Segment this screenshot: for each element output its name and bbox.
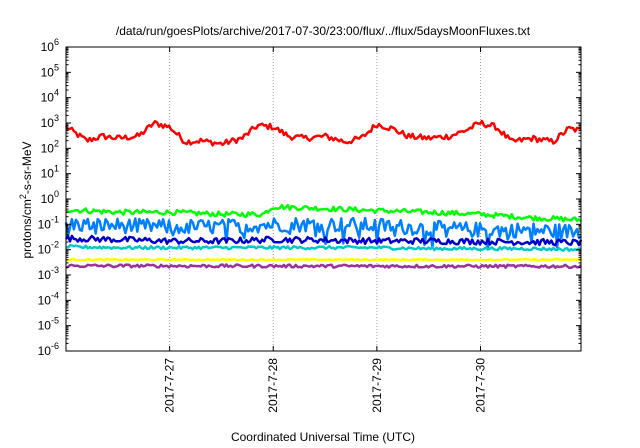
y-tick-label: 104 (41, 88, 59, 105)
series-layer (64, 119, 583, 270)
grid (169, 47, 481, 351)
y-tick-label: 101 (41, 164, 59, 181)
y-tick-label: 10-4 (38, 290, 59, 307)
y-axis-label: protons/cm2-s-sr-MeV (18, 141, 34, 258)
x-tick-label: 2017-7-27 (163, 358, 177, 413)
x-axis-label: Coordinated Universal Time (UTC) (231, 430, 415, 444)
y-tick-label: 10-5 (38, 316, 59, 333)
y-tick-label: 10-3 (38, 265, 59, 282)
x-tick-label: 2017-7-29 (370, 358, 384, 413)
y-tick-label: 106 (41, 37, 59, 54)
series-line-4 (65, 244, 582, 253)
y-axis-label-exponent: 2 (18, 194, 28, 199)
chart-title: /data/run/goesPlots/archive/2017-07-30/2… (116, 24, 531, 38)
x-tick-label: 2017-7-30 (473, 358, 487, 413)
x-axis-ticks: 2017-7-27 2017-7-28 2017-7-29 2017-7-30 (163, 47, 487, 413)
y-tick-label: 103 (41, 113, 59, 130)
y-tick-label: 10-1 (38, 214, 59, 231)
y-tick-label: 100 (41, 189, 59, 206)
y-tick-label: 102 (41, 138, 59, 155)
y-tick-label: 105 (41, 62, 59, 79)
y-tick-label: 10-2 (38, 240, 59, 257)
series-line-1 (65, 203, 582, 223)
series-line-5 (65, 257, 582, 262)
plot-frame (65, 46, 582, 352)
y-axis-label-main: protons/cm (20, 199, 34, 258)
series-line-0 (64, 119, 582, 147)
y-axis-ticks: 10-6 10-5 10-4 10-3 10-2 10-1 100 101 102 103 104 1… (38, 37, 581, 358)
series-line-6 (65, 263, 582, 270)
series-line-3 (64, 234, 583, 247)
y-tick-label: 10-6 (38, 341, 59, 358)
x-tick-label: 2017-7-28 (266, 358, 280, 413)
y-axis-label-suffix: -s-sr-MeV (20, 141, 34, 194)
series-line-2 (64, 216, 582, 250)
